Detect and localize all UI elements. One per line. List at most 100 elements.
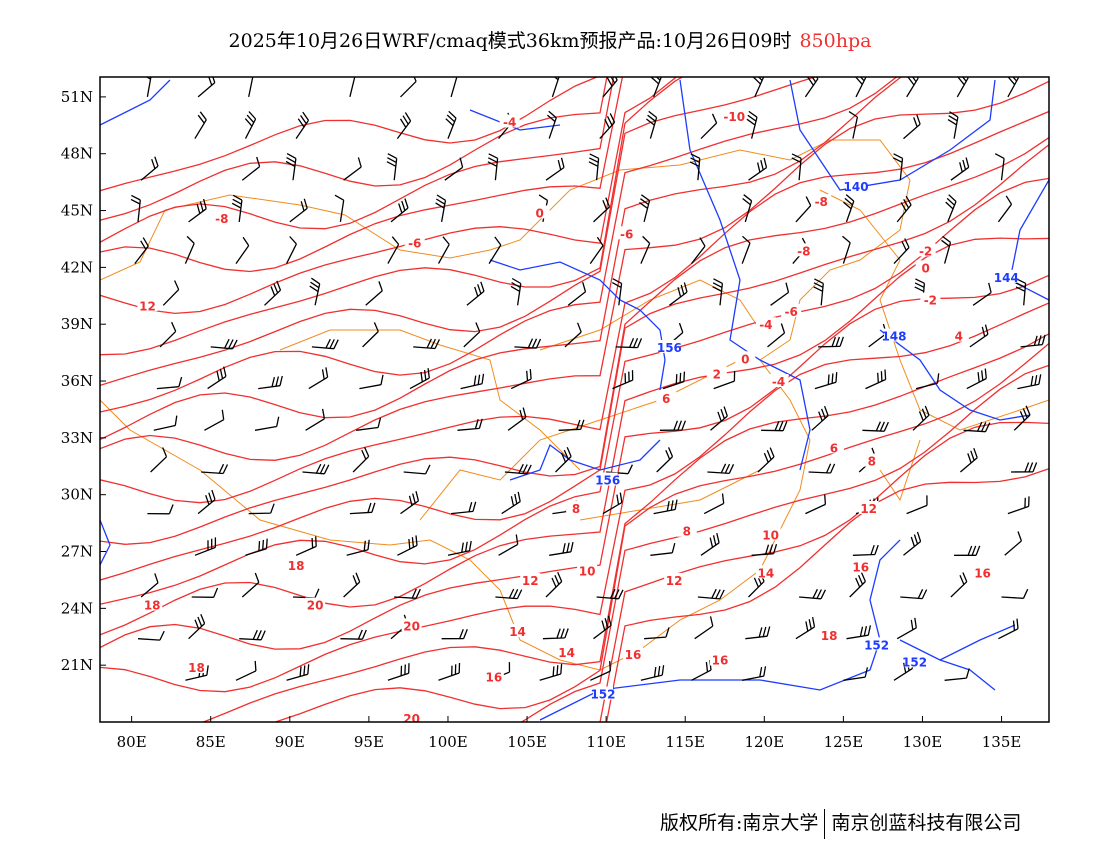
wind-barb	[846, 625, 872, 640]
wind-barb	[447, 540, 472, 556]
wind-barb	[184, 235, 195, 264]
temperature-isoline	[100, 77, 818, 387]
wind-barb	[602, 77, 618, 98]
height-label: 140	[844, 180, 869, 194]
wind-barb	[264, 280, 282, 306]
wind-barb	[564, 322, 582, 348]
wind-barb	[150, 447, 168, 473]
wind-barb	[900, 589, 928, 600]
wind-barb	[510, 277, 522, 306]
wind-barb	[842, 235, 851, 264]
wind-barb	[539, 664, 563, 681]
wind-barb	[791, 153, 802, 181]
lon-tick-label: 110E	[586, 733, 626, 751]
wind-barb	[387, 236, 400, 264]
wind-barb	[445, 110, 457, 139]
temperature-label: 16	[712, 653, 729, 667]
wind-barb	[555, 447, 572, 473]
wind-barb	[795, 616, 816, 640]
label-background	[755, 565, 776, 579]
wind-barb	[551, 77, 560, 98]
wind-barb	[770, 282, 790, 306]
label-background	[529, 205, 550, 219]
temperature-label: 4	[955, 330, 963, 344]
wind-barb	[662, 371, 686, 390]
temperature-label: 18	[821, 629, 838, 643]
wind-barb	[397, 535, 418, 556]
temperature-label: 20	[403, 712, 420, 726]
wind-barb	[542, 628, 569, 640]
wind-barb	[463, 322, 481, 348]
pressure-level: 850hpa	[799, 30, 872, 52]
wind-barb	[245, 538, 268, 556]
wind-barb	[413, 338, 440, 350]
temperature-isoline	[100, 274, 1049, 650]
wind-barb	[140, 573, 159, 598]
temperature-label: 20	[403, 619, 420, 633]
label-background	[915, 260, 936, 274]
wind-barb	[457, 418, 483, 431]
label-background	[768, 374, 789, 388]
wind-barb	[1020, 334, 1046, 348]
lat-tick-label: 39N	[61, 315, 93, 333]
temperature-label: 16	[852, 561, 869, 575]
label-background	[507, 624, 528, 638]
temperature-label: -2	[924, 294, 937, 308]
wind-barb	[1007, 77, 1020, 98]
temperature-label: 14	[509, 625, 526, 639]
wind-barb	[903, 114, 921, 140]
label-background	[850, 559, 871, 573]
label-background	[781, 303, 802, 317]
wind-barb	[438, 662, 461, 681]
longitude-axis: 80E 85E 90E 95E 100E 105E 110E 115E 120E 125E 130E…	[117, 716, 1022, 751]
wind-barb	[761, 421, 788, 432]
wind-barb	[690, 237, 706, 264]
wind-barb	[156, 376, 183, 390]
map-frame	[99, 76, 1050, 723]
wind-barb	[1004, 531, 1023, 556]
temperature-isoline	[100, 77, 599, 192]
lon-tick-label: 105E	[507, 733, 547, 751]
wind-barb	[254, 416, 280, 431]
wind-barb	[1015, 278, 1027, 306]
lon-tick-label: 95E	[354, 733, 384, 751]
wind-barb	[615, 337, 643, 349]
wind-barb	[204, 409, 225, 431]
wind-barb	[896, 195, 912, 223]
wind-barb	[915, 373, 940, 390]
map-title: 2025年10月26日WRF/cmaq模式36km预报产品:10月26日09时 8…	[0, 26, 1100, 53]
label-background	[793, 243, 814, 257]
wind-barb	[188, 614, 206, 640]
label-background	[706, 366, 727, 380]
temperature-label: 2	[713, 367, 721, 381]
wind-barb	[700, 532, 720, 556]
wind-barb	[746, 110, 758, 139]
label-background	[404, 235, 425, 249]
temperature-isoline	[100, 143, 1049, 581]
temperature-label: 18	[288, 559, 305, 573]
label-background	[819, 627, 840, 641]
temperature-label: 6	[830, 441, 838, 455]
wind-barb	[441, 629, 468, 640]
wind-barb	[567, 282, 587, 306]
wind-barb	[656, 447, 674, 473]
lat-tick-label: 36N	[61, 372, 93, 390]
wind-barb	[450, 77, 458, 98]
wind-barb	[804, 77, 819, 98]
temperature-label: 18	[188, 661, 205, 675]
lon-tick-label: 135E	[982, 733, 1022, 751]
temperature-label: -6	[785, 305, 798, 319]
wind-barb	[906, 77, 919, 98]
temperature-label: 16	[485, 671, 502, 685]
copyright-left: 版权所有:南京大学	[660, 812, 819, 834]
lat-tick-label: 24N	[61, 599, 93, 617]
label-background	[846, 178, 867, 192]
label-background	[861, 453, 882, 467]
wind-barb	[210, 338, 238, 350]
label-background	[823, 440, 844, 454]
wind-barb	[848, 111, 859, 139]
wind-barb	[285, 153, 297, 181]
temperature-label: 8	[572, 502, 580, 516]
wind-barb	[231, 194, 243, 222]
